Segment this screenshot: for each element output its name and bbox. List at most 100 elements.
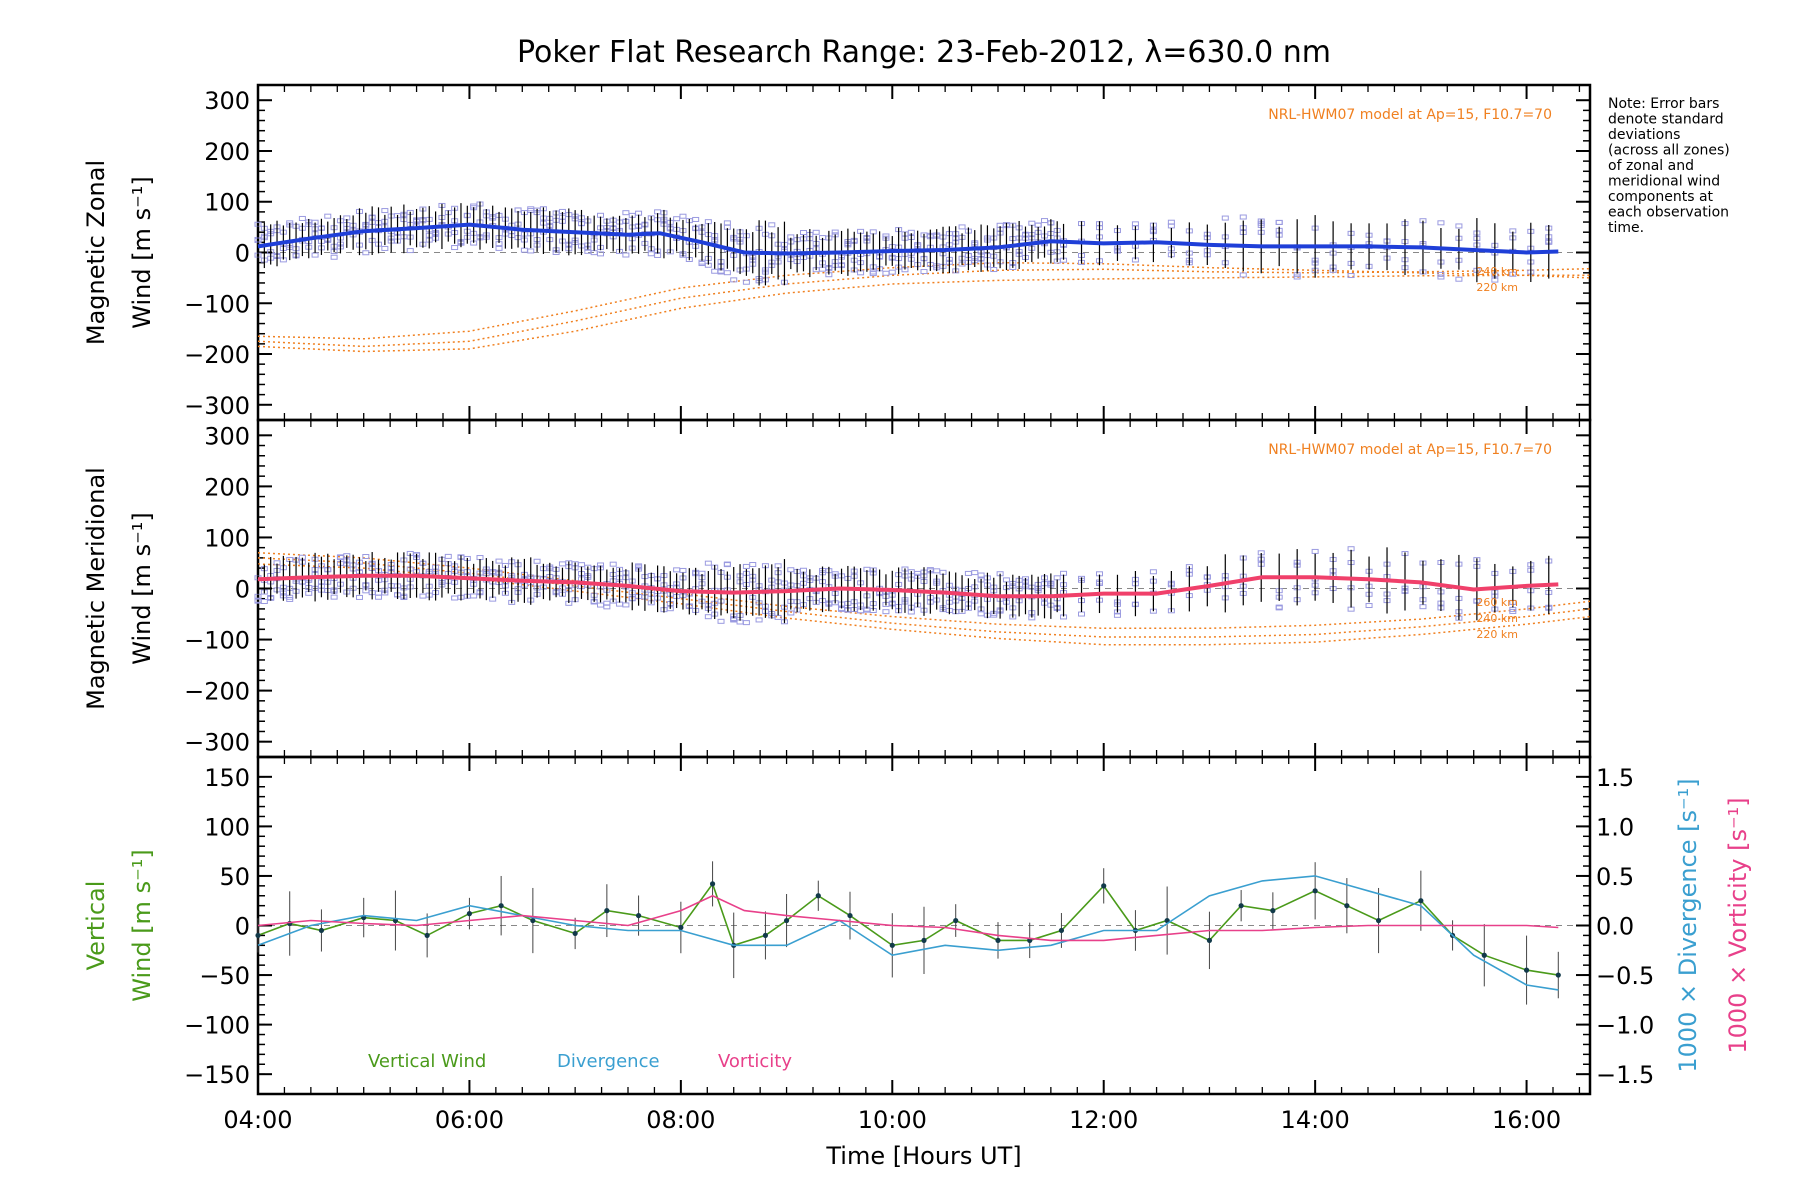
- scatter-point: [330, 594, 338, 600]
- y2-tick-label: −1.0: [1596, 1012, 1654, 1040]
- x-tick-label: 12:00: [1069, 1106, 1138, 1134]
- model-curve: [257, 557, 1591, 638]
- note-line: meridional wind: [1608, 174, 1720, 190]
- vertical-wind-line: [257, 882, 1559, 976]
- scatter-point: [1002, 577, 1010, 583]
- y-tick-label: 100: [204, 524, 250, 552]
- y-tick-label: 300: [204, 422, 250, 450]
- vertical-wind-point: [530, 917, 536, 924]
- x-tick-label: 08:00: [646, 1106, 715, 1134]
- scatter-point: [286, 596, 294, 602]
- y-axis-label: Magnetic Meridional: [82, 467, 110, 710]
- vertical-wind-point: [635, 912, 642, 919]
- vertical-wind-point: [1555, 972, 1561, 978]
- vertical-panel: 150 100 50 0 −50 −100 −150 Vertical Wind [m s⁻¹]…: [82, 755, 1752, 1096]
- legend-entry: Divergence: [557, 1051, 660, 1072]
- y-tick-label: −300: [184, 729, 250, 757]
- model-curve: [257, 552, 1591, 630]
- scatter-point: [635, 210, 643, 216]
- scatter-point: [882, 609, 890, 615]
- y-tick-label: −50: [199, 962, 250, 990]
- scatter-point: [1149, 569, 1157, 575]
- scatter-point: [1455, 223, 1463, 229]
- y-tick-label: −300: [184, 392, 250, 420]
- scatter-point: [520, 247, 528, 253]
- vertical-wind-point: [1312, 888, 1318, 894]
- scatter-point: [1437, 274, 1445, 280]
- scatter-point: [375, 594, 383, 600]
- scatter-point: [730, 277, 738, 283]
- meridional-wind-line: [257, 573, 1559, 599]
- scatter-point: [977, 611, 985, 617]
- scatter-point: [971, 570, 979, 576]
- vertical-wind-point: [889, 942, 895, 948]
- y2-tick-label: 0.0: [1596, 913, 1634, 941]
- vertical-wind-point: [678, 924, 684, 931]
- scatter-point: [355, 594, 363, 600]
- y-tick-label: 200: [204, 473, 250, 501]
- scatter-point: [1509, 271, 1517, 277]
- y-tick-label: 50: [219, 863, 250, 891]
- y2-tick-label: 1.0: [1596, 813, 1634, 841]
- scatter-point: [597, 602, 605, 608]
- scatter-point: [711, 268, 719, 274]
- scatter-point: [704, 219, 712, 225]
- vertical-wind-point: [762, 932, 769, 939]
- vertical-wind-point: [815, 893, 821, 899]
- zonal-wind-line: [257, 222, 1559, 256]
- scatter-point: [1131, 221, 1139, 227]
- y-tick-label: −100: [184, 290, 250, 318]
- scatter-point: [1221, 215, 1229, 221]
- scatter-point: [977, 572, 985, 578]
- y2-tick-label: 0.5: [1596, 863, 1634, 891]
- y-axis-label: Magnetic Zonal: [82, 160, 110, 345]
- scatter-point: [857, 270, 865, 276]
- y-tick-label: 200: [204, 138, 250, 166]
- scatter-point: [958, 224, 966, 230]
- scatter-point: [1437, 220, 1445, 226]
- vertical-wind-point: [1481, 952, 1487, 958]
- vertical-wind-point: [1344, 903, 1350, 909]
- scatter-point: [1167, 223, 1175, 229]
- vertical-wind-point: [604, 908, 610, 914]
- model-label: NRL-HWM07 model at Ap=15, F10.7=70: [1268, 107, 1552, 123]
- scatter-point: [698, 261, 706, 267]
- y-tick-label: 300: [204, 87, 250, 115]
- scatter-point: [888, 269, 896, 275]
- vorticity-axis-label: 1000 × Vorticity [s⁻¹]: [1724, 797, 1752, 1053]
- vertical-wind-point: [1523, 967, 1530, 973]
- note-line: denote standard: [1608, 112, 1724, 128]
- scatter-point: [451, 595, 459, 601]
- scatter-point: [774, 614, 782, 620]
- scatter-point: [742, 620, 750, 626]
- scatter-point: [723, 220, 731, 226]
- scatter-point: [609, 561, 617, 567]
- scatter-point: [742, 563, 750, 569]
- y-tick-label: 0: [235, 913, 250, 941]
- scatter-point: [476, 555, 484, 561]
- y-tick-label: 100: [204, 813, 250, 841]
- scatter-point: [742, 279, 750, 285]
- y-tick-label: 0: [235, 240, 250, 268]
- scatter-point: [1455, 276, 1463, 282]
- scatter-point: [558, 561, 566, 567]
- vertical-wind-point: [318, 927, 325, 934]
- scatter-point: [1437, 271, 1445, 277]
- note-line: time.: [1608, 220, 1644, 236]
- vertical-wind-point: [1375, 917, 1382, 924]
- scatter-point: [920, 269, 928, 275]
- scatter-point: [812, 229, 820, 235]
- model-altitude-label: 220 km: [1476, 281, 1518, 294]
- divergence-axis-label: 1000 × Divergence [s⁻¹]: [1674, 778, 1702, 1072]
- scatter-point: [654, 252, 662, 258]
- vertical-wind-point: [466, 911, 473, 917]
- scatter-point: [673, 216, 681, 222]
- divergence-line: [257, 875, 1559, 991]
- y-tick-label: −200: [184, 341, 250, 369]
- model-curve: [257, 563, 1591, 646]
- scatter-point: [1239, 214, 1247, 220]
- scatter-point: [622, 602, 630, 608]
- scatter-point: [679, 213, 687, 219]
- y-tick-label: −100: [184, 627, 250, 655]
